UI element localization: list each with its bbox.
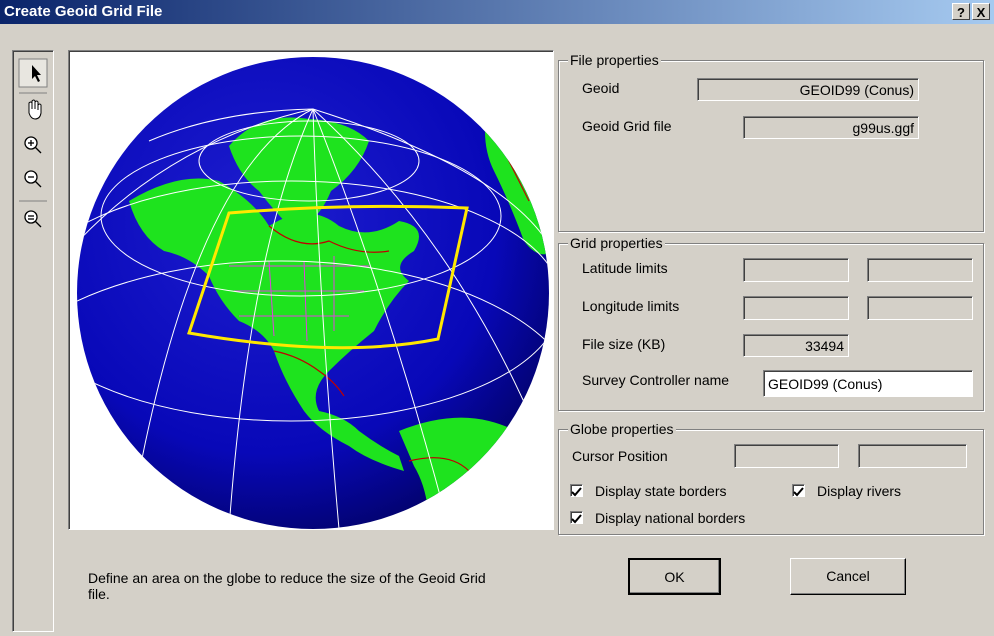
readonly-field: GEOID99 (Conus) xyxy=(697,78,919,101)
file-properties-group xyxy=(558,60,984,232)
checkbox[interactable] xyxy=(570,484,583,497)
text-input[interactable]: GEOID99 (Conus) xyxy=(763,370,973,397)
ok-button[interactable]: OK xyxy=(628,558,721,595)
label: Cursor Position xyxy=(572,448,668,464)
tool-zoom-in[interactable] xyxy=(24,136,42,154)
close-button[interactable]: X xyxy=(972,3,990,20)
group-heading: Grid properties xyxy=(568,235,665,251)
readonly-field xyxy=(743,258,849,282)
toolbar-icons xyxy=(18,58,48,228)
cancel-button[interactable]: Cancel xyxy=(790,558,906,595)
label: Geoid xyxy=(582,80,620,96)
readonly-field xyxy=(734,444,839,468)
readonly-field xyxy=(858,444,967,468)
tool-select[interactable] xyxy=(32,65,41,82)
tool-zoom-out[interactable] xyxy=(24,170,42,188)
checkbox-label[interactable]: Display rivers xyxy=(817,483,902,499)
window-title: Create Geoid Grid File xyxy=(4,3,163,20)
readonly-field xyxy=(743,296,849,320)
readonly-field xyxy=(867,258,973,282)
globe-view[interactable] xyxy=(68,50,554,530)
group-heading: File properties xyxy=(568,52,661,68)
checkbox-label[interactable]: Display state borders xyxy=(595,483,727,499)
tool-zoom-extent[interactable] xyxy=(24,210,42,228)
label: Latitude limits xyxy=(582,260,668,276)
title-bar: Create Geoid Grid File ? X xyxy=(0,0,994,24)
label: Survey Controller name xyxy=(582,372,730,388)
globe xyxy=(77,57,549,529)
readonly-field xyxy=(867,296,973,320)
label: File size (KB) xyxy=(582,336,666,352)
tool-pan[interactable] xyxy=(28,99,42,120)
selection-area[interactable] xyxy=(187,204,469,350)
instructions: Define an area on the globe to reduce th… xyxy=(88,570,486,602)
label: Longitude limits xyxy=(582,298,680,314)
readonly-field: 33494 xyxy=(743,334,849,357)
grid-properties-group xyxy=(558,243,984,411)
checkbox-label[interactable]: Display national borders xyxy=(595,510,746,526)
label: Geoid Grid file xyxy=(582,118,672,134)
check-mark xyxy=(571,487,582,497)
toolbar xyxy=(12,50,54,632)
help-button[interactable]: ? xyxy=(952,3,970,20)
checkbox[interactable] xyxy=(570,511,583,524)
readonly-field: g99us.ggf xyxy=(743,116,919,139)
check-mark xyxy=(793,487,804,497)
globe-properties-group xyxy=(558,429,984,535)
check-mark xyxy=(571,514,582,524)
group-heading: Globe properties xyxy=(568,421,676,437)
checkbox[interactable] xyxy=(792,484,805,497)
